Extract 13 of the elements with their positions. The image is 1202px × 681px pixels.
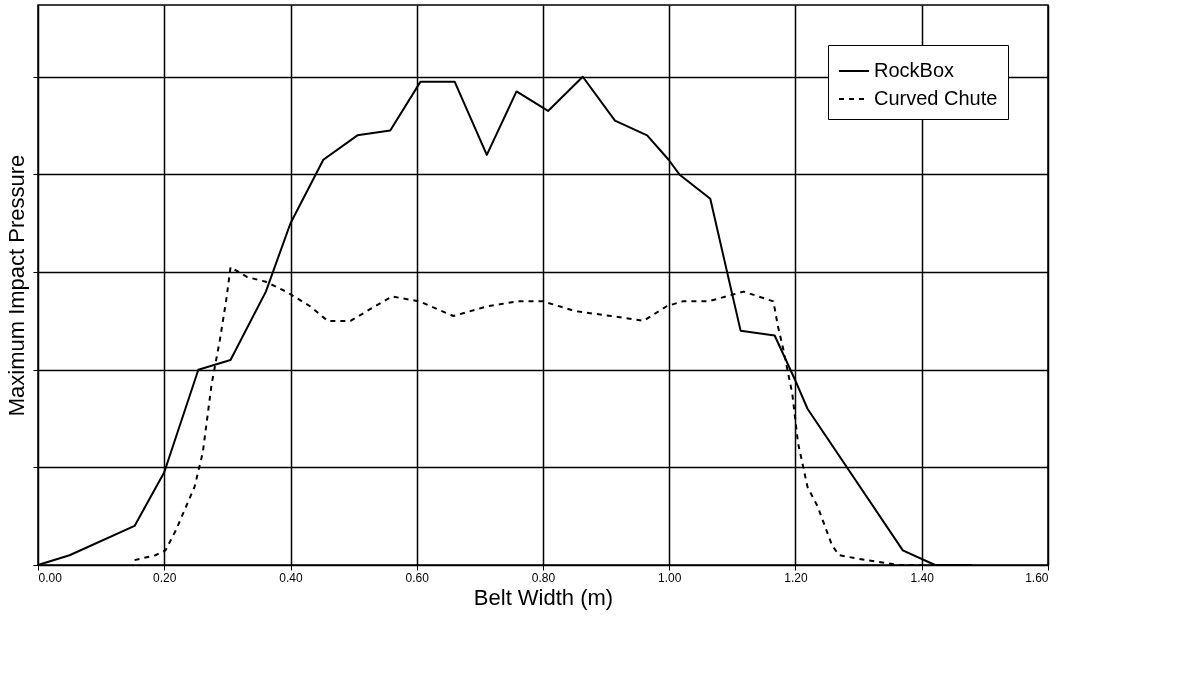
x-tick-label: 1.60: [1025, 570, 1049, 585]
x-tick-label: 1.00: [658, 570, 682, 585]
x-tick-label: 0.60: [405, 570, 430, 585]
x-tick-label: 0.80: [531, 570, 556, 585]
x-tick-label: 0.00: [38, 570, 63, 585]
x-tick-label: 0.20: [153, 570, 177, 585]
x-tick-label: 1.40: [910, 570, 935, 585]
x-axis-title: Belt Width (m): [473, 584, 614, 610]
legend-label: RockBox: [874, 59, 955, 81]
legend-label: Curved Chute: [874, 87, 998, 109]
y-axis-title: Maximum Impact Pressure: [4, 154, 29, 417]
x-tick-label: 0.40: [279, 570, 303, 585]
x-tick-label: 1.20: [784, 570, 808, 585]
